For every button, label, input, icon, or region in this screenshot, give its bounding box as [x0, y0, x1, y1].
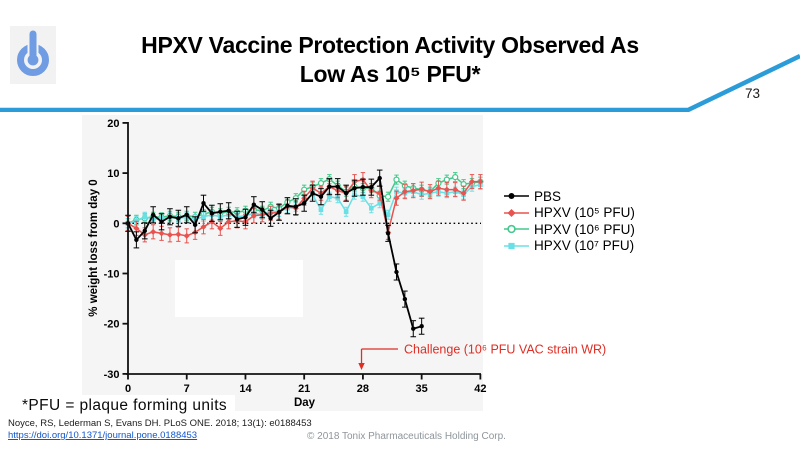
svg-text:-10: -10	[104, 269, 120, 281]
svg-text:35: 35	[416, 383, 428, 395]
legend-item-hpxv-1e7: HPXV (10⁷ PFU)	[503, 238, 635, 255]
legend-item-hpxv-1e5: HPXV (10⁵ PFU)	[503, 205, 635, 222]
slide-title-line2: Low As 10⁵ PFU*	[299, 61, 481, 87]
svg-text:Day: Day	[294, 397, 316, 409]
svg-text:Challenge (10⁶ PFU VAC strain: Challenge (10⁶ PFU VAC strain WR)	[404, 343, 606, 357]
svg-text:42: 42	[474, 383, 486, 395]
svg-text:% weight loss from day 0: % weight loss from day 0	[88, 179, 100, 316]
svg-text:-30: -30	[104, 369, 120, 381]
svg-text:-20: -20	[104, 319, 120, 331]
page-number: 73	[745, 86, 761, 101]
hpxv-1e7-marker-icon	[504, 242, 529, 249]
hpxv-1e5-marker-icon	[504, 208, 529, 217]
copyright-text: © 2018 Tonix Pharmaceuticals Holding Cor…	[307, 431, 506, 442]
slide-title: HPXV Vaccine Protection Activity Observe…	[80, 31, 700, 89]
pfu-footnote: *PFU = plaque forming units	[14, 395, 236, 418]
pbs-marker-icon	[504, 193, 529, 200]
svg-text:10: 10	[107, 168, 119, 180]
tonix-logo	[10, 26, 56, 84]
svg-text:28: 28	[357, 383, 369, 395]
svg-text:0: 0	[125, 383, 131, 395]
svg-text:21: 21	[298, 383, 310, 395]
header-accent-line	[0, 53, 800, 112]
doi-link[interactable]: https://doi.org/10.1371/journal.pone.018…	[8, 430, 198, 441]
svg-text:0: 0	[113, 218, 119, 230]
svg-text:20: 20	[107, 118, 119, 130]
hpxv-1e6-marker-icon	[504, 225, 529, 234]
legend-item-hpxv-1e6: HPXV (10⁶ PFU)	[503, 221, 635, 238]
legend-label-hpxv-1e6: HPXV (10⁶ PFU)	[534, 221, 635, 237]
svg-text:14: 14	[239, 383, 252, 395]
legend-label-hpxv-1e7: HPXV (10⁷ PFU)	[534, 238, 635, 254]
svg-text:7: 7	[184, 383, 190, 395]
chart-legend: PBS HPXV (10⁵ PFU) HPXV (10⁶ PFU) HPXV (…	[503, 188, 635, 254]
legend-label-pbs: PBS	[534, 188, 562, 204]
weight-loss-chart: 20 10 0 -10 -20 -30 0 7 14 21 28 35 42 Day % weight lo…	[82, 115, 606, 411]
legend-label-hpxv-1e5: HPXV (10⁵ PFU)	[534, 205, 635, 221]
slide-title-line1: HPXV Vaccine Protection Activity Observe…	[141, 32, 639, 58]
legend-item-pbs: PBS	[503, 188, 635, 205]
power-button-icon	[17, 30, 49, 76]
citation-text: Noyce, RS, Lederman S, Evans DH. PLoS ON…	[8, 418, 312, 429]
